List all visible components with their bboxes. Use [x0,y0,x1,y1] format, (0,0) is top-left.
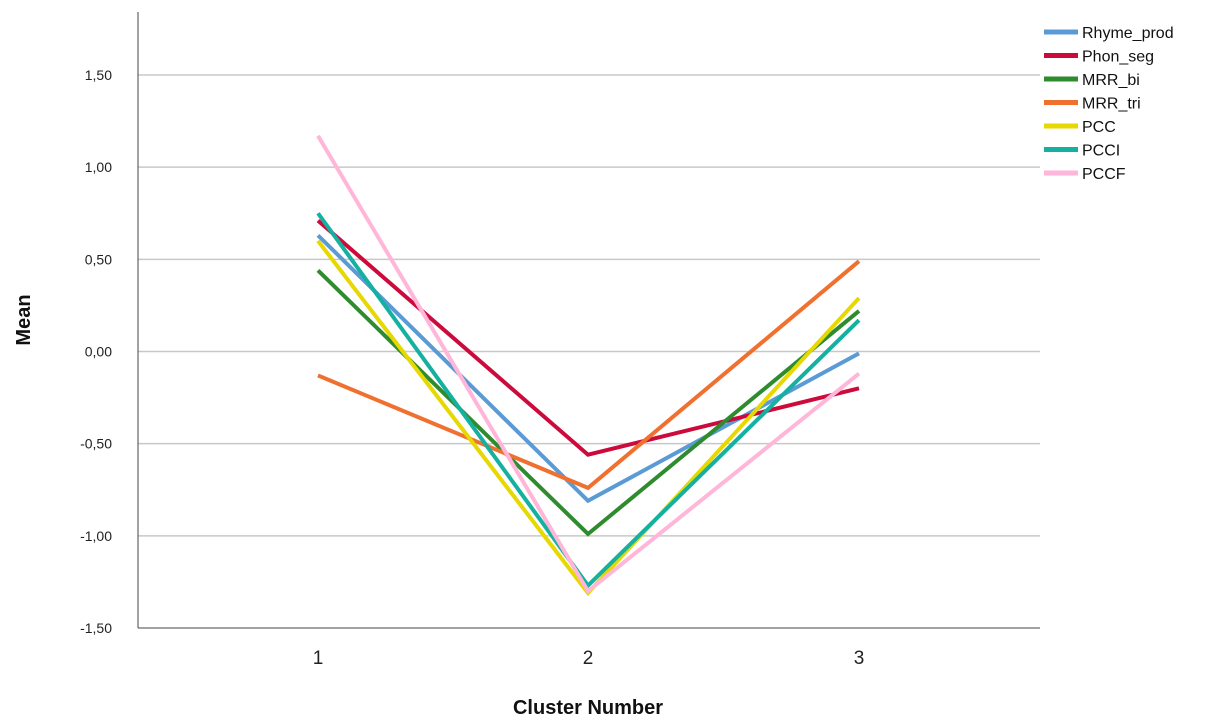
legend-label-pcc: PCC [1082,119,1116,136]
y-tick-labels: -1,50 -1,00 -0,50 0,00 0,50 1,00 1,50 [80,67,112,636]
y-tick-label: -1,00 [80,528,112,544]
x-tick-label: 2 [583,648,594,669]
legend-label-mrr-tri: MRR_tri [1082,96,1141,113]
y-tick-label: 1,00 [85,159,112,175]
y-tick-label: 0,00 [85,344,112,360]
legend-label-mrr-bi: MRR_bi [1082,72,1140,89]
y-tick-label: 1,50 [85,67,112,83]
series-line-phon-seg [316,219,860,457]
legend-label-rhyme-prod: Rhyme_prod [1082,25,1174,42]
series-line-pccf [316,134,861,595]
y-tick-label: -0,50 [80,436,112,452]
y-axis-title: Mean [13,294,35,345]
legend-label-pccf: PCCF [1082,166,1126,183]
x-tick-labels: 1 2 3 [313,648,865,669]
x-axis-title: Cluster Number [513,697,663,718]
series-line-mrr-tri [317,259,861,491]
series-line-pcc [316,239,861,597]
y-tick-label: 0,50 [85,251,112,267]
x-tick-label: 3 [854,648,865,669]
series-lines [316,134,861,597]
legend-label-phon-seg: Phon_seg [1082,49,1154,66]
series-line-pcci [316,212,861,589]
axes [137,12,1040,629]
y-tick-label: -1,50 [80,620,112,636]
series-line-rhyme-prod [316,233,860,504]
x-tick-label: 1 [313,648,324,669]
gridlines [138,74,1040,537]
legend-label-pcci: PCCI [1082,143,1120,160]
legend: Rhyme_prod Phon_seg MRR_bi MRR_tri PCC PCCI PC… [1044,25,1174,183]
